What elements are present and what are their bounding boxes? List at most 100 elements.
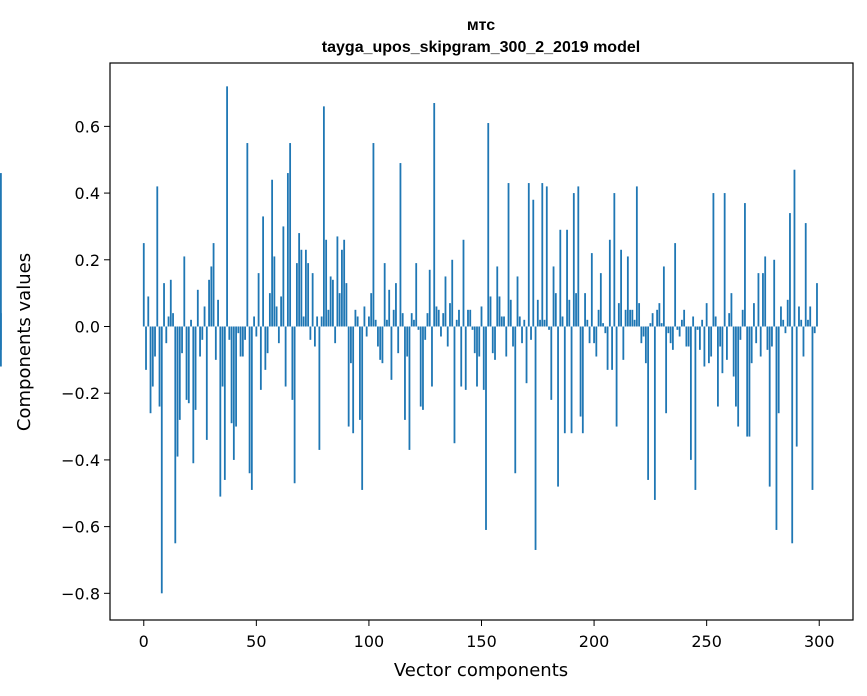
bar-265 [739,326,742,340]
bar-98 [363,306,366,327]
bar-281 [775,326,778,530]
bar-82 [327,309,330,327]
bar-20 [187,326,190,404]
bar-215 [626,256,629,327]
bar-100 [368,316,370,327]
bar-218 [633,319,636,327]
bar-267 [744,203,746,327]
bar-85 [334,326,337,344]
bar-138 [453,326,456,444]
bar-142 [462,239,465,327]
bar-26 [201,326,204,340]
bar-291 [798,306,800,327]
y-tick-label: 0.4 [75,184,100,203]
bar-13 [172,313,174,327]
bar-225 [649,323,652,327]
bar-258 [723,193,726,327]
bar-194 [579,326,582,417]
bar-14 [174,326,177,544]
bar-285 [784,326,787,334]
bar-207 [608,239,611,327]
bar-95 [356,316,359,327]
bar-189 [568,299,571,327]
bar-152 [485,326,487,530]
bar-1 [145,326,147,370]
chart-title: мтс [467,17,495,34]
bar-297 [811,326,814,490]
bar-50 [255,326,258,337]
y-tick-label: 0.0 [75,317,100,336]
bar-206 [606,326,609,370]
bar-41 [235,326,237,427]
bar-197 [586,319,589,327]
bar-29 [208,279,210,327]
y-tick-label: 0.6 [75,117,100,136]
bar-171 [527,183,530,327]
x-tick-label: 200 [579,632,610,651]
bar-232 [665,326,668,414]
bar-158 [498,296,501,327]
bar-277 [766,326,769,350]
bar-149 [478,326,481,357]
bar-156 [494,326,496,360]
bar-46 [246,143,249,327]
bar-190 [570,326,573,434]
bar-5 [154,326,156,357]
bar-172 [530,326,532,340]
bar-289 [793,169,796,327]
bar-undefined [0,326,2,350]
bar-256 [719,326,722,347]
bar-273 [757,273,760,327]
bar-18 [183,256,186,327]
bar-143 [464,326,467,390]
x-tick-label: 150 [466,632,497,651]
bar-21 [190,319,192,327]
bar-223 [644,326,647,364]
bar-288 [791,326,794,544]
bar-263 [735,326,737,407]
bar-125 [424,326,427,340]
bar-229 [658,303,661,327]
bar-148 [476,326,478,387]
bar-76 [313,326,316,347]
bar-33 [217,299,219,327]
bar-159 [500,316,503,327]
bar-249 [703,326,706,367]
bar-183 [554,293,557,327]
bar-240 [683,309,686,327]
bar-87 [338,293,341,327]
bar-4 [151,326,154,387]
bar-86 [336,236,339,327]
bar-118 [408,326,411,450]
bar-60 [277,326,280,344]
bar-222 [642,326,645,337]
y-tick-label: −0.2 [61,384,100,403]
bar-185 [559,229,562,327]
bar-167 [518,316,521,327]
bar-230 [660,323,663,327]
bar-161 [505,326,508,357]
bar-175 [536,299,539,327]
bar-155 [491,326,494,354]
bar-220 [638,303,641,327]
bar-217 [631,309,634,327]
bar-24 [196,289,199,327]
bar-112 [395,283,397,327]
bar-31 [212,243,215,327]
bar-264 [737,326,740,427]
bar-25 [199,326,201,357]
bar-199 [590,253,593,327]
bar-205 [604,326,607,334]
bar-219 [635,186,638,327]
bar-181 [550,326,553,400]
bar-292 [800,319,803,327]
bar-299 [816,283,818,327]
bar-279 [771,326,773,347]
bar-184 [557,326,559,487]
bar-122 [417,326,420,330]
bar-55 [266,326,269,354]
bar-224 [647,326,650,480]
bar-110 [390,326,393,380]
bar-68 [295,263,298,327]
bar-243 [689,326,692,460]
